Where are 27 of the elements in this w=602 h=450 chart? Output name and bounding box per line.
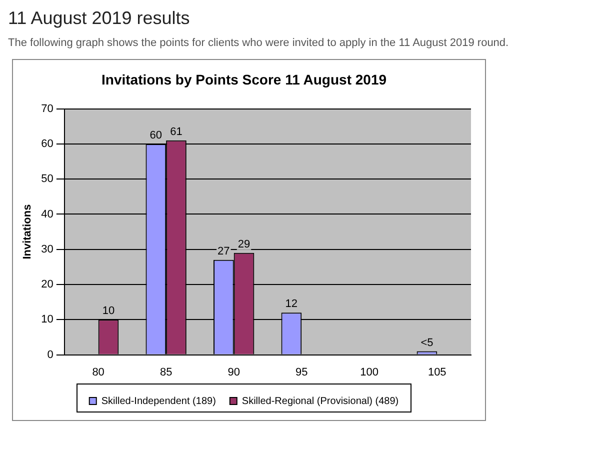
data-label: 61 xyxy=(170,126,182,138)
data-label: 60 xyxy=(150,129,162,142)
legend-label: Skilled-Regional (Provisional) (489) xyxy=(242,396,399,407)
y-axis-title: Invitations xyxy=(22,204,34,260)
text: 11 August 2019 results xyxy=(8,8,191,29)
x-tick-label: 100 xyxy=(360,366,379,378)
y-tick-label: 70 xyxy=(41,102,54,115)
y-tick-label: 10 xyxy=(41,314,54,326)
y-tick-label: 60 xyxy=(41,138,54,150)
data-label: 27 xyxy=(218,245,230,258)
data-label: 29 xyxy=(238,238,250,250)
data-label: 10 xyxy=(102,305,115,318)
x-tick-label: 85 xyxy=(160,366,172,378)
legend-label: Skilled-Independent (189) xyxy=(101,396,216,407)
x-tick-label: 95 xyxy=(295,366,308,378)
y-tick-label: 0 xyxy=(47,348,54,361)
x-tick-label: 105 xyxy=(428,366,446,378)
data-label: 12 xyxy=(285,298,298,310)
data-label: <5 xyxy=(420,336,434,349)
y-tick-label: 20 xyxy=(41,278,54,291)
y-tick-label: 50 xyxy=(41,173,54,186)
y-tick-label: 40 xyxy=(41,208,54,220)
chart-title: Invitations by Points Score 11 August 2019 xyxy=(101,71,387,88)
x-tick-label: 90 xyxy=(228,366,240,378)
x-tick-label: 80 xyxy=(92,366,104,378)
y-tick-label: 30 xyxy=(41,243,54,256)
text: The following graph shows the points for clients who were invited to apply in the 11 August 2019 round. xyxy=(8,37,510,49)
